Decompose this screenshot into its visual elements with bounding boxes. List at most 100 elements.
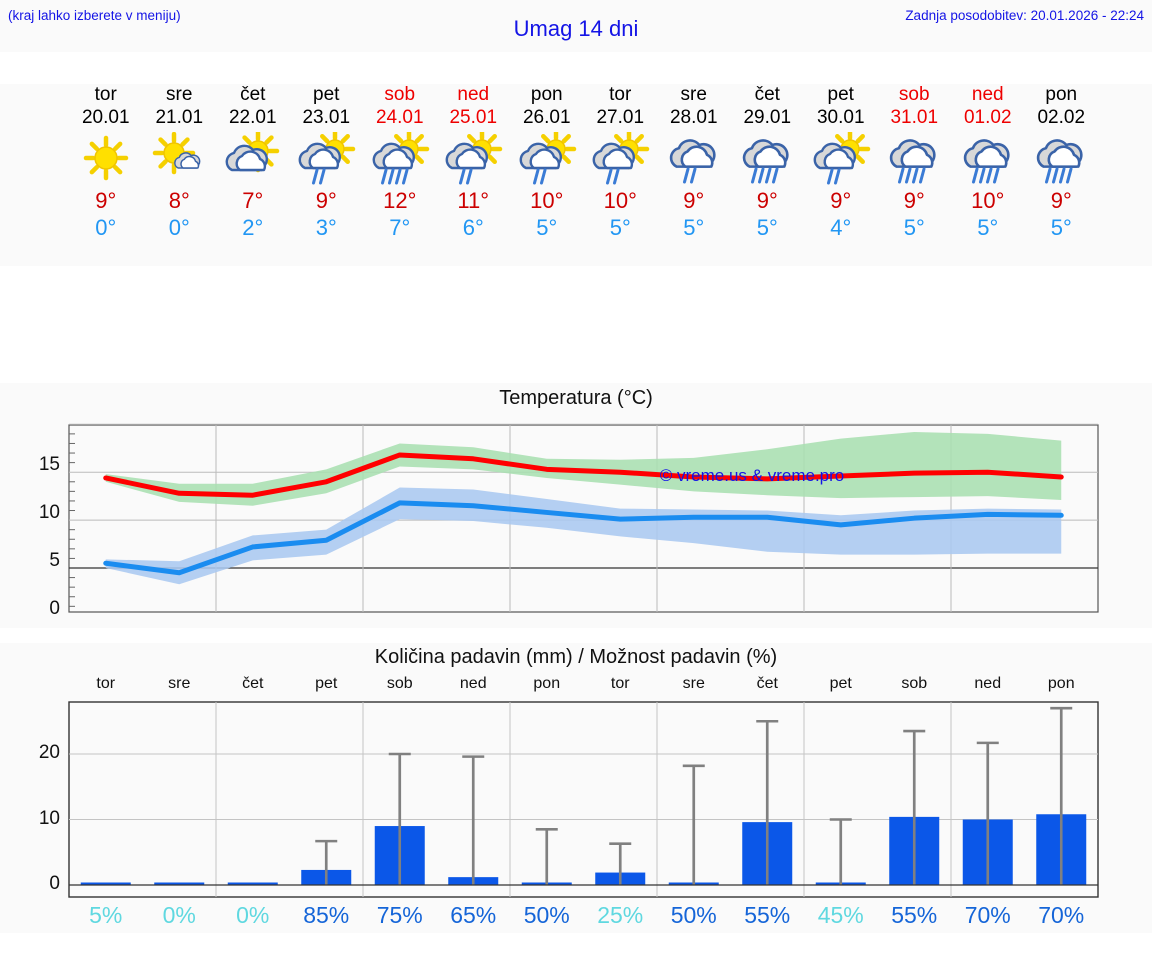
- high-temperature-value: 11°: [457, 188, 490, 213]
- high-temperature-value: 12°: [383, 188, 417, 213]
- high-temperature-value: 9°: [1050, 188, 1072, 213]
- low-temperature-value: 5°: [1050, 215, 1072, 240]
- day-of-week-label: ned: [457, 84, 490, 105]
- low-temperature-value: 2°: [242, 215, 264, 240]
- cloud-rain-4-icon: [875, 131, 953, 187]
- day-of-week-label: pon: [530, 84, 563, 105]
- high-temperature-value: 10°: [971, 188, 1005, 213]
- day-of-week-label: sob: [898, 84, 930, 105]
- temperature-y-tick-label: 10: [38, 502, 60, 524]
- temperature-y-tick-label: 15: [38, 454, 60, 476]
- day-date-label: 24.01: [375, 107, 424, 128]
- low-temperature-value: 4°: [830, 215, 852, 240]
- precipitation-day-label: sob: [386, 675, 413, 692]
- temperature-chart-title: Temperatura (°C): [499, 387, 653, 409]
- temperature-chart: © vreme.us & vreme.pro: [68, 423, 1099, 613]
- low-temperature-value: 0°: [168, 215, 190, 240]
- high-temperature-value: 10°: [603, 188, 637, 213]
- day-column-3: pet 23.01 9° 3°: [287, 84, 365, 241]
- precipitation-y-tick-label: 10: [38, 807, 60, 829]
- day-date-label: 27.01: [596, 107, 645, 128]
- sun-cloud-icon: [214, 131, 292, 187]
- high-temperature-value: 9°: [683, 188, 705, 213]
- day-column-8: sre 28.01 9° 5°: [655, 84, 733, 241]
- header-bar: (kraj lahko izberete v meniju) Umag 14 d…: [0, 0, 1152, 52]
- sun-cloud-rain-2-icon: [581, 131, 659, 187]
- day-column-13: pon 02.02 9° 5°: [1022, 84, 1100, 241]
- day-of-week-label: čet: [754, 84, 780, 105]
- daily-forecast-strip: tor 20.01 9° 0° sre 21.01 8° 0° čet 22.01 7° 2° pet 2…: [0, 84, 1152, 266]
- low-temperature-value: 0°: [95, 215, 117, 240]
- precipitation-day-label: tor: [610, 675, 630, 692]
- high-temperature-value: 9°: [903, 188, 925, 213]
- sun-cloud-rain-4-icon: [361, 131, 439, 187]
- day-date-label: 21.01: [155, 107, 204, 128]
- day-of-week-label: pet: [313, 84, 340, 105]
- menu-hint-text: (kraj lahko izberete v meniju): [8, 8, 181, 23]
- day-column-5: ned 25.01 11° 6°: [434, 84, 512, 241]
- page-title: Umag 14 dni: [513, 16, 639, 41]
- precipitation-probability-label: 5%: [89, 902, 123, 928]
- precipitation-probability-label: 0%: [162, 902, 196, 928]
- day-date-label: 23.01: [302, 107, 351, 128]
- day-column-12: ned 01.02 10° 5°: [949, 84, 1027, 241]
- watermark-text: © vreme.us & vreme.pro: [660, 466, 844, 485]
- high-temperature-value: 9°: [756, 188, 778, 213]
- low-temperature-value: 7°: [389, 215, 411, 240]
- sun-cloud-rain-2-icon: [508, 131, 586, 187]
- sun-icon: [67, 131, 145, 187]
- low-temperature-value: 5°: [683, 215, 705, 240]
- high-temperature-value: 10°: [530, 188, 564, 213]
- low-temperature-value: 5°: [609, 215, 631, 240]
- day-date-label: 02.02: [1037, 107, 1086, 128]
- precipitation-probability-label: 55%: [891, 902, 938, 928]
- precipitation-probability-label: 45%: [817, 902, 864, 928]
- day-column-1: sre 21.01 8° 0°: [140, 84, 218, 241]
- day-date-label: 25.01: [449, 107, 498, 128]
- precipitation-day-label: pet: [829, 675, 852, 692]
- precipitation-day-label: pet: [315, 675, 338, 692]
- day-column-9: čet 29.01 9° 5°: [728, 84, 806, 241]
- day-date-label: 31.01: [890, 107, 939, 128]
- precipitation-y-tick-label: 0: [49, 873, 60, 894]
- day-date-label: 29.01: [743, 107, 792, 128]
- precipitation-chart-section: Količina padavin (mm) / Možnost padavin …: [0, 643, 1152, 933]
- high-temperature-value: 9°: [315, 188, 337, 213]
- high-temperature-value: 7°: [242, 188, 264, 213]
- day-date-label: 22.01: [228, 107, 277, 128]
- precipitation-probability-label: 0%: [236, 902, 270, 928]
- precipitation-probability-label: 85%: [303, 902, 350, 928]
- day-of-week-label: ned: [971, 84, 1004, 105]
- precipitation-day-label: pon: [533, 675, 561, 692]
- precipitation-chart: [68, 701, 1099, 898]
- temperature-y-tick-label: 5: [49, 550, 60, 572]
- precipitation-probability-label: 55%: [744, 902, 791, 928]
- precipitation-day-label: sre: [682, 675, 705, 692]
- high-temperature-value: 9°: [830, 188, 852, 213]
- precipitation-day-label: ned: [459, 675, 487, 692]
- day-date-label: 20.01: [81, 107, 130, 128]
- precipitation-probability-label: 70%: [1038, 902, 1085, 928]
- precipitation-day-label: pon: [1047, 675, 1075, 692]
- cloud-rain-4-icon: [728, 131, 806, 187]
- precipitation-day-label: sob: [901, 675, 928, 692]
- precipitation-probability-label: 65%: [450, 902, 497, 928]
- temperature-y-tick-label: 0: [49, 598, 60, 619]
- day-date-label: 01.02: [963, 107, 1012, 128]
- sun-cloud-rain-2-icon: [287, 131, 365, 187]
- day-of-week-label: pet: [827, 84, 854, 105]
- precipitation-probability-label: 50%: [523, 902, 570, 928]
- day-column-6: pon 26.01 10° 5°: [508, 84, 586, 241]
- day-of-week-label: pon: [1045, 84, 1078, 105]
- precipitation-y-tick-label: 20: [38, 742, 60, 763]
- day-of-week-label: tor: [94, 84, 117, 105]
- low-temperature-value: 5°: [977, 215, 999, 240]
- cloud-rain-2-icon: [655, 131, 733, 187]
- low-temperature-value: 3°: [315, 215, 337, 240]
- low-temperature-value: 6°: [462, 215, 484, 240]
- high-temperature-value: 8°: [168, 188, 190, 213]
- temperature-chart-section: Temperatura (°C) © vreme.us & vreme.pro …: [0, 383, 1152, 628]
- day-column-4: sob 24.01 12° 7°: [361, 84, 439, 241]
- high-temperature-value: 9°: [95, 188, 117, 213]
- day-date-label: 28.01: [669, 107, 718, 128]
